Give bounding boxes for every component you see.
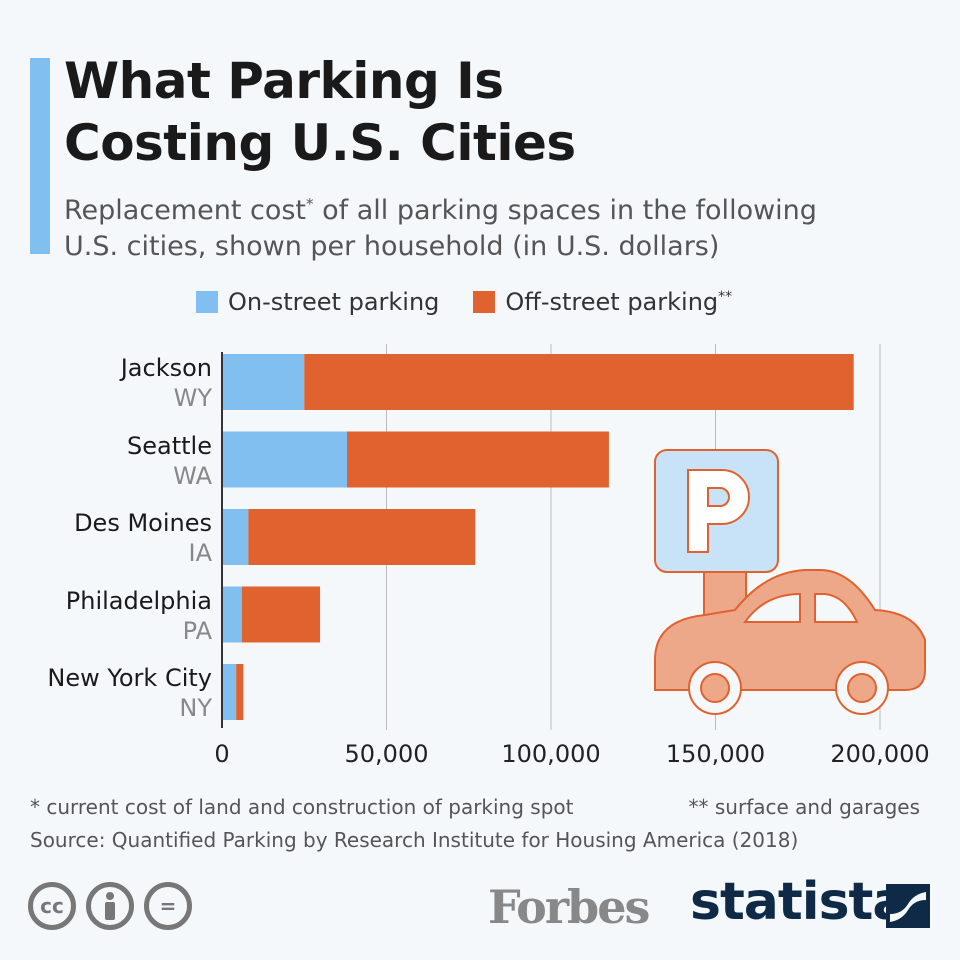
state-label: PA [182, 616, 212, 645]
footnote-1: * current cost of land and construction … [30, 795, 574, 819]
accent-bar [30, 58, 50, 254]
chart-subtitle: Replacement cost* of all parking spaces … [64, 186, 817, 265]
legend-label: On-street parking [228, 288, 440, 316]
x-tick-label: 150,000 [666, 740, 765, 768]
subtitle-text: of all parking spaces in the following [313, 195, 817, 226]
bar-off-street [347, 431, 609, 488]
subtitle-line-2: U.S. cities, shown per household (in U.S… [64, 231, 720, 262]
city-label: Seattle [127, 431, 212, 460]
legend-swatch [473, 291, 496, 313]
state-label: WY [173, 384, 212, 412]
bar-off-street [304, 354, 854, 410]
title-line-2: Costing U.S. Cities [64, 114, 576, 172]
license-icons: cc = [28, 882, 192, 930]
legend-swatch [196, 291, 218, 313]
city-label: Jackson [120, 354, 212, 382]
city-label: New York City [47, 664, 212, 692]
bar-on-street [222, 509, 249, 565]
bar-on-street [222, 431, 348, 488]
attribution-icon[interactable] [86, 882, 134, 930]
legend-item-on-street: On-street parking [196, 288, 439, 316]
bar-off-street [248, 509, 476, 565]
x-tick-label: 200,000 [830, 740, 929, 768]
category-label: New York City NY [47, 663, 212, 723]
x-tick-label: 100,000 [501, 740, 600, 768]
state-label: WA [173, 461, 212, 490]
legend-footnote-mark: ** [718, 289, 733, 305]
no-derivatives-icon[interactable]: = [144, 882, 192, 930]
footnote-2: ** surface and garages [688, 795, 920, 819]
category-label: Des Moines IA [74, 508, 212, 568]
x-tick-label: 0 [214, 740, 229, 768]
city-label: Des Moines [74, 509, 212, 537]
x-tick-label: 50,000 [345, 740, 429, 768]
bar-on-street [222, 354, 305, 410]
forbes-logo[interactable]: Forbes [488, 880, 650, 934]
bar-off-street [236, 664, 244, 720]
category-label: Jackson WY [121, 353, 212, 413]
creative-commons-icon[interactable]: cc [28, 882, 76, 930]
car-icon [654, 569, 926, 691]
title-line-1: What Parking Is [64, 52, 504, 110]
bar-off-street [241, 586, 321, 643]
legend-label: Off-street parking [505, 288, 719, 316]
statista-logo[interactable]: statista [690, 872, 907, 932]
subtitle-footnote-mark: * [306, 195, 314, 213]
parking-illustration [654, 449, 926, 715]
legend: On-street parking Off-street parking** [196, 288, 732, 316]
source-note: Source: Quantified Parking by Research I… [30, 828, 799, 852]
bar-on-street [222, 664, 237, 720]
bar-on-street [222, 586, 242, 643]
subtitle-text: Replacement cost [64, 195, 307, 226]
state-label: IA [188, 539, 213, 567]
bar-chart: 0 50,000 100,000 150,000 200,000 [214, 344, 930, 768]
category-label: Seattle WA [127, 431, 212, 491]
city-label: Philadelphia [65, 586, 212, 615]
chart-area: 0 50,000 100,000 150,000 200,000 Jackson WY Se… [0, 340, 960, 784]
footnotes: * current cost of land and construction … [30, 795, 920, 819]
legend-item-off-street: Off-street parking** [473, 288, 732, 316]
statista-logo-icon [886, 884, 930, 928]
chart-title: What Parking Is Costing U.S. Cities [64, 50, 576, 174]
category-label: Philadelphia PA [66, 586, 212, 646]
state-label: NY [179, 694, 212, 722]
